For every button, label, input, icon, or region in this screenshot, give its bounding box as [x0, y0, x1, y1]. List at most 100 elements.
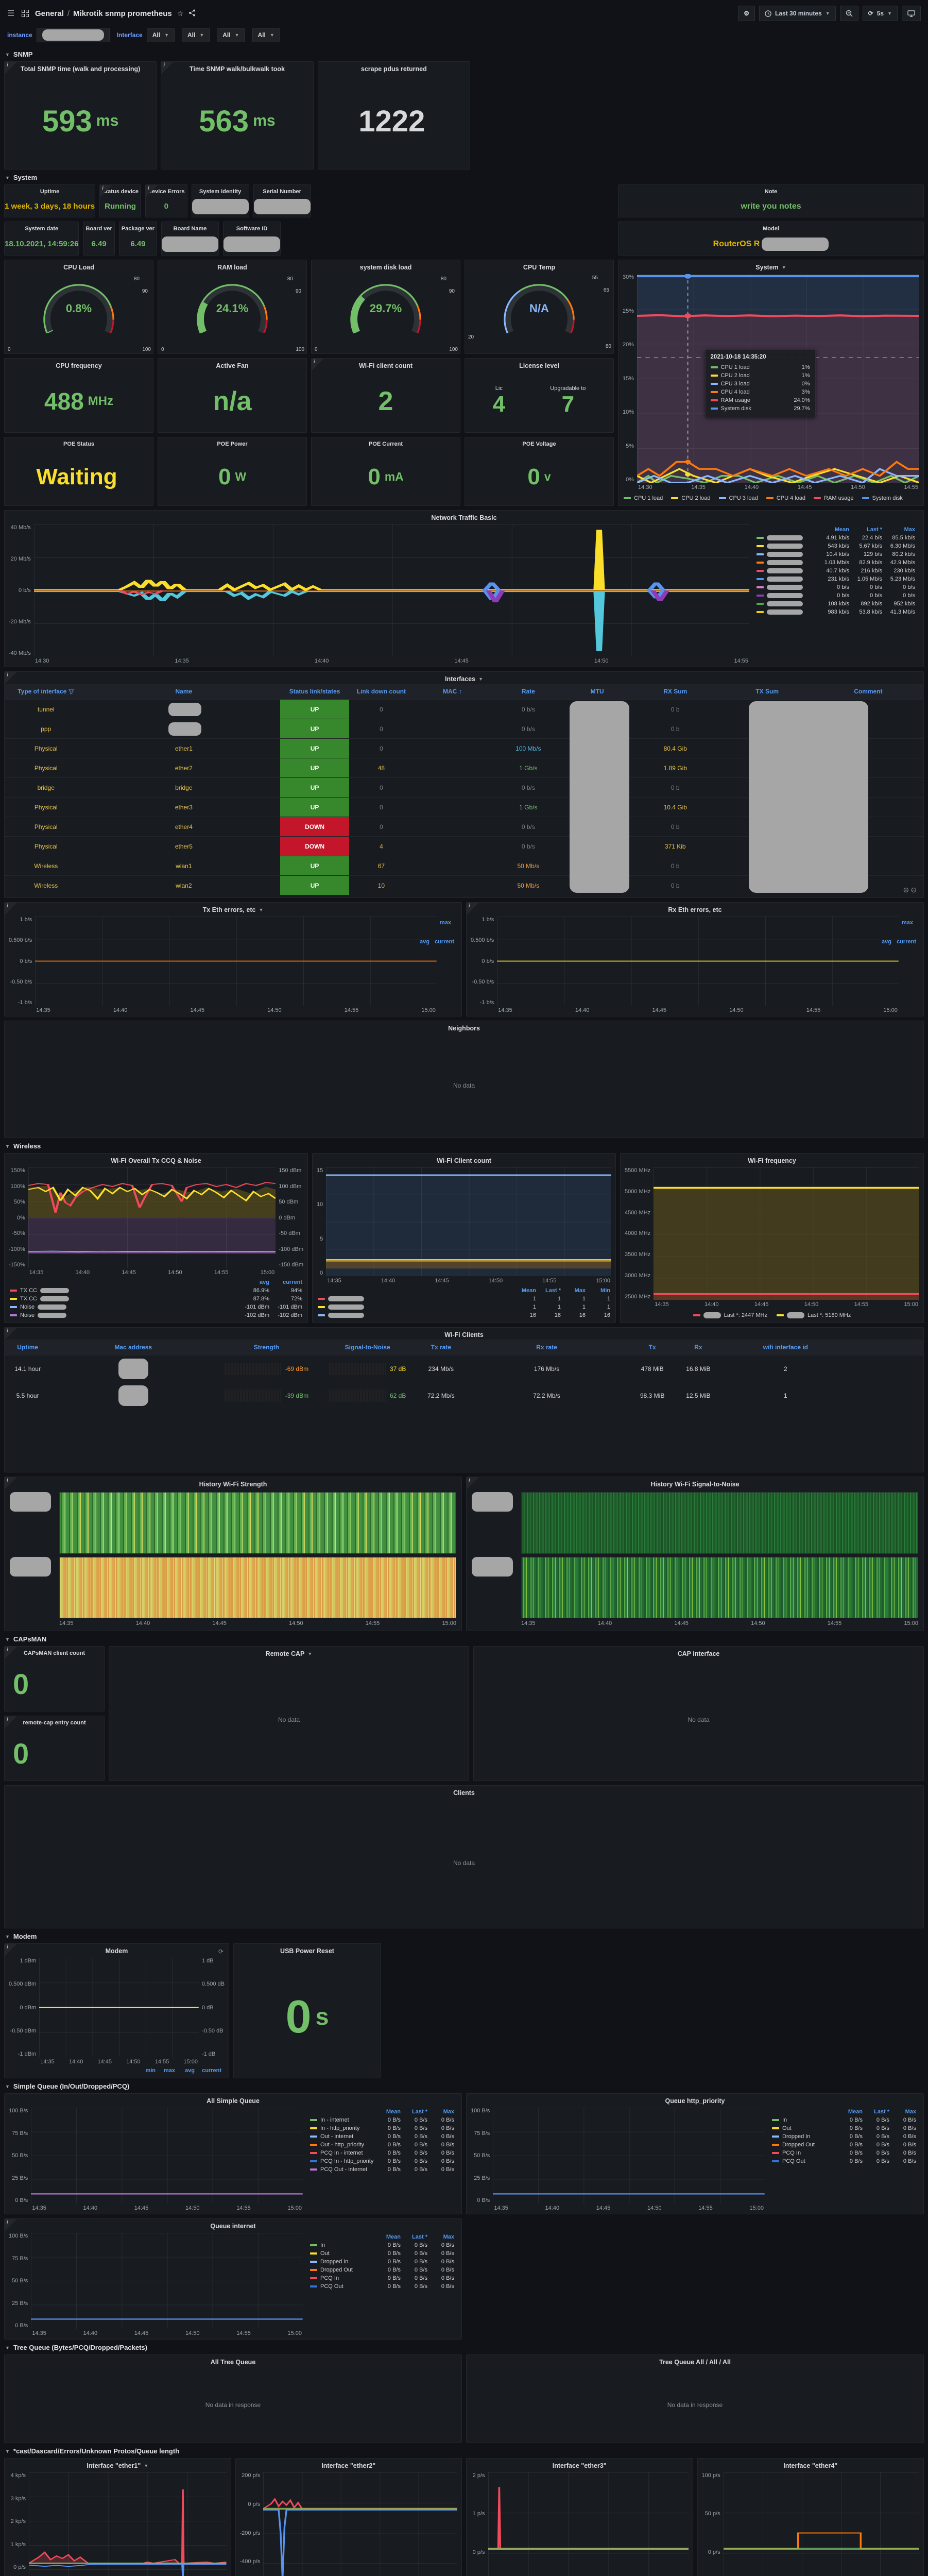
- section-capsman[interactable]: ▼ CAPsMAN: [5, 1635, 47, 1643]
- network-traffic-panel[interactable]: Network Traffic Basic 40 Mb/s 20 Mb/s 0 b/…: [4, 510, 924, 667]
- cast-panel-ether1[interactable]: Interface "ether1" ▼ 4 kp/s 3 kp/s 2 kp/s 1 …: [4, 2458, 231, 2576]
- variable-dropdown[interactable]: All ▼: [181, 28, 210, 42]
- panel-title[interactable]: Rx Eth errors, etc: [668, 906, 722, 913]
- panel-title[interactable]: Tx Eth errors, etc ▼: [202, 906, 264, 913]
- legend-item[interactable]: CPU 1 load: [624, 495, 663, 501]
- legend-row[interactable]: 1.03 Mb/s 82.9 kb/s 42.9 Mb/s: [753, 558, 918, 567]
- legend-row[interactable]: TX CC 87.8% 72%: [7, 1295, 305, 1303]
- legend-row[interactable]: 108 kb/s 892 kb/s 952 kb/s: [753, 600, 918, 608]
- stat-panel[interactable]: Board Name: [161, 222, 219, 256]
- col-current[interactable]: current: [435, 939, 454, 945]
- legend-item[interactable]: RAM usage: [814, 495, 854, 501]
- panel-title[interactable]: Modem: [105, 1947, 128, 1955]
- stat-panel-poe[interactable]: POE Current 0 mA: [311, 437, 460, 506]
- remote-cap-panel[interactable]: Remote CAP ▼ No data: [109, 1646, 469, 1781]
- col-linkdown[interactable]: Link down count: [356, 688, 406, 695]
- legend-row[interactable]: PCQ Out 0 B/s 0 B/s 0 B/s: [769, 2157, 919, 2165]
- plot[interactable]: [29, 2472, 227, 2576]
- col-mac[interactable]: MAC ↑: [442, 688, 462, 695]
- legend-row[interactable]: 40.7 kb/s 216 kb/s 230 kb/s: [753, 567, 918, 575]
- all-simple-queue-panel[interactable]: All Simple Queue 100 B/s 75 B/s 50 B/s 25 B…: [4, 2093, 462, 2214]
- s2n-band-1[interactable]: [521, 1492, 918, 1554]
- legend-row[interactable]: Out - internet 0 B/s 0 B/s 0 B/s: [307, 2132, 457, 2141]
- section-cast[interactable]: ▼ *cast/Dascard/Errors/Unknown Protos/Qu…: [5, 2447, 180, 2455]
- variable-dropdown[interactable]: All ▼: [252, 28, 280, 42]
- panel-title[interactable]: Interface "ether2": [321, 2462, 376, 2469]
- table-row[interactable]: 5.5 hour -39 dBm 62 dB 72.2 Mb/s 72.2 Mb…: [5, 1382, 923, 1409]
- panel-title[interactable]: Network Traffic Basic: [431, 514, 497, 521]
- stat-panel[interactable]: i Uptime 1 week, 3 days, 18 hours: [4, 184, 96, 217]
- stat-panel[interactable]: i Device Errors 0: [145, 184, 187, 217]
- col-last[interactable]: Last *: [867, 527, 882, 533]
- info-icon[interactable]: i: [5, 672, 17, 684]
- stat-panel-license[interactable]: License level Lic 4 Upgradable to 7: [465, 358, 614, 433]
- tx-errors-panel[interactable]: i Tx Eth errors, etc ▼ 1 b/s 0.500 b/s 0 b/…: [4, 902, 462, 1016]
- gauge-panel-ram[interactable]: RAM load 24.1% 0 80 90 100: [158, 260, 307, 354]
- plot[interactable]: [31, 2108, 303, 2204]
- col-current[interactable]: current: [897, 939, 916, 945]
- col-avg[interactable]: avg: [420, 939, 429, 945]
- info-icon[interactable]: i: [5, 1716, 17, 1728]
- panel-title[interactable]: System ▼: [755, 264, 786, 271]
- menu-icon[interactable]: ☰: [7, 9, 15, 18]
- stat-panel-active-fan[interactable]: Active Fan n/a: [158, 358, 307, 433]
- stat-panel[interactable]: i Time SNMP walk/bulkwalk took 563 ms: [161, 61, 314, 170]
- info-icon[interactable]: i: [467, 903, 479, 915]
- col-max[interactable]: max: [901, 920, 913, 926]
- legend-row[interactable]: 231 kb/s 1.05 Mb/s 5.23 Mb/s: [753, 575, 918, 583]
- legend-item[interactable]: CPU 4 load: [766, 495, 805, 501]
- system-graph-panel[interactable]: System ▼ 30% 25% 20% 15% 10% 5% 0%: [618, 260, 924, 506]
- stat-panel[interactable]: System date 18.10.2021, 14:59:26: [4, 222, 79, 256]
- legend-row[interactable]: In - http_priority 0 B/s 0 B/s 0 B/s: [307, 2124, 457, 2132]
- panel-title[interactable]: Remote CAP ▼: [265, 1650, 313, 1657]
- legend-row[interactable]: Dropped Out 0 B/s 0 B/s 0 B/s: [307, 2266, 457, 2274]
- strength-band-2[interactable]: [59, 1556, 456, 1618]
- wifi-frequency-panel[interactable]: Wi-Fi frequency 5500 MHz 5000 MHz 4500 MHz…: [620, 1153, 924, 1323]
- legend-row[interactable]: Dropped In 0 B/s 0 B/s 0 B/s: [769, 2132, 919, 2141]
- wifi-clients-panel[interactable]: i Wi-Fi Clients Uptime Mac address Stren…: [4, 1327, 924, 1472]
- panel-title[interactable]: Wi-Fi Overall Tx CCQ & Noise: [111, 1157, 201, 1164]
- time-range-picker[interactable]: Last 30 minutes ▼: [759, 6, 836, 21]
- plot[interactable]: [28, 1167, 276, 1268]
- col-max[interactable]: Max: [904, 527, 915, 533]
- info-icon[interactable]: i: [5, 1944, 17, 1956]
- queue-http-priority-panel[interactable]: Queue http_priority 100 B/s 75 B/s 50 B/s 2…: [466, 2093, 924, 2214]
- wifi-ccq-panel[interactable]: Wi-Fi Overall Tx CCQ & Noise 150% 100% 50%…: [4, 1153, 308, 1323]
- col-name[interactable]: Name: [175, 688, 193, 695]
- stat-panel[interactable]: Board ver 6.49: [83, 222, 115, 256]
- legend-row[interactable]: 543 kb/s 5.67 kb/s 6.30 Mb/s: [753, 542, 918, 550]
- col-mtu[interactable]: MTU: [590, 688, 604, 695]
- info-icon[interactable]: i: [5, 1477, 17, 1489]
- legend-item[interactable]: CPU 3 load: [718, 495, 758, 501]
- info-icon[interactable]: i: [146, 185, 159, 197]
- plot[interactable]: [488, 2472, 689, 2576]
- refresh-button[interactable]: ⟳ 5s ▼: [862, 6, 898, 21]
- col-comment[interactable]: Comment: [854, 688, 883, 695]
- plot[interactable]: [31, 2233, 303, 2329]
- panel-title[interactable]: History Wi-Fi Strength: [199, 1481, 267, 1488]
- col-ifid[interactable]: wifi interface id: [763, 1344, 808, 1351]
- section-tree-queue[interactable]: ▼ Tree Queue (Bytes/PCQ/Dropped/Packets): [5, 2344, 148, 2351]
- history-s2n-panel[interactable]: i History Wi-Fi Signal-to-Noise 14:35 14:…: [466, 1477, 924, 1631]
- info-icon[interactable]: i: [100, 185, 113, 197]
- legend-row[interactable]: In 0 B/s 0 B/s 0 B/s: [307, 2241, 457, 2249]
- capsman-clients-panel[interactable]: Clients No data: [4, 1785, 924, 1928]
- section-modem[interactable]: ▼ Modem: [5, 1933, 37, 1940]
- s2n-band-2[interactable]: [521, 1556, 918, 1618]
- panel-title[interactable]: Interface "ether1" ▼: [87, 2462, 149, 2469]
- col-mean[interactable]: Mean: [834, 527, 849, 533]
- legend-row[interactable]: Out 0 B/s 0 B/s 0 B/s: [307, 2249, 457, 2258]
- section-system[interactable]: ▼ System: [5, 174, 38, 181]
- panel-title[interactable]: CAP interface: [677, 1650, 720, 1657]
- section-simple-queue[interactable]: ▼ Simple Queue (In/Out/Dropped/PCQ): [5, 2082, 130, 2090]
- capsman-client-count-panel[interactable]: i CAPsMAN client count 0: [4, 1646, 105, 1711]
- note-panel[interactable]: Note write you notes: [618, 184, 924, 217]
- col-rate[interactable]: Rate: [521, 688, 535, 695]
- plot[interactable]: [326, 1167, 611, 1276]
- table-row[interactable]: Physical ether3 UP 0 1 Gb/s 1500 10.4 Gi…: [5, 797, 923, 817]
- strength-band-1[interactable]: [59, 1492, 456, 1554]
- plot[interactable]: [39, 1958, 199, 2057]
